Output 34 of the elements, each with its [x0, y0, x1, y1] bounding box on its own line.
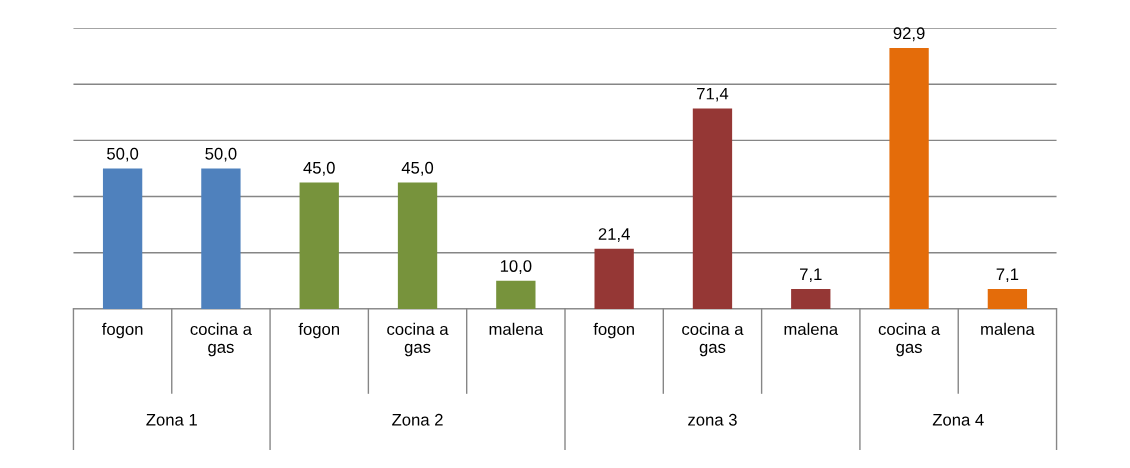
data-label: 50,0	[107, 147, 139, 162]
x-tick-label: malena	[489, 322, 544, 336]
bar	[889, 48, 929, 309]
x-tick-label: cocina a gas	[682, 322, 744, 357]
bar	[299, 182, 339, 309]
x-tick-label: fogon	[298, 322, 339, 339]
data-label: 10,0	[500, 260, 532, 274]
data-label: 45,0	[401, 161, 434, 176]
bar	[692, 108, 733, 309]
bar	[496, 280, 536, 309]
text: Zona 1	[146, 414, 197, 426]
data-label: 71,4	[697, 87, 729, 102]
text: Zona 4	[932, 414, 984, 426]
x-tick-label: cocina a gas	[190, 322, 252, 357]
bar	[397, 182, 438, 309]
text: zona 3	[688, 413, 737, 426]
x-tick-label: cocina a gas	[387, 322, 449, 357]
data-label: 7,1	[996, 268, 1019, 283]
bar	[594, 248, 634, 309]
data-label: 45,0	[303, 161, 335, 176]
data-label: 7,1	[800, 268, 822, 283]
x-tick-label: malena	[784, 322, 839, 336]
x-tick-label: fogon	[593, 322, 634, 339]
bar	[791, 288, 831, 309]
data-label: 92,9	[893, 27, 925, 42]
bar	[987, 288, 1028, 309]
x-tick-label: malena	[981, 322, 1035, 336]
data-label: 21,4	[598, 228, 630, 242]
bar	[201, 168, 241, 309]
text: Zona 2	[392, 413, 443, 426]
x-tick-label: fogon	[101, 322, 143, 339]
data-label: 50,0	[205, 147, 237, 162]
x-tick-label: cocina a gas	[878, 322, 941, 357]
bar	[102, 168, 143, 309]
